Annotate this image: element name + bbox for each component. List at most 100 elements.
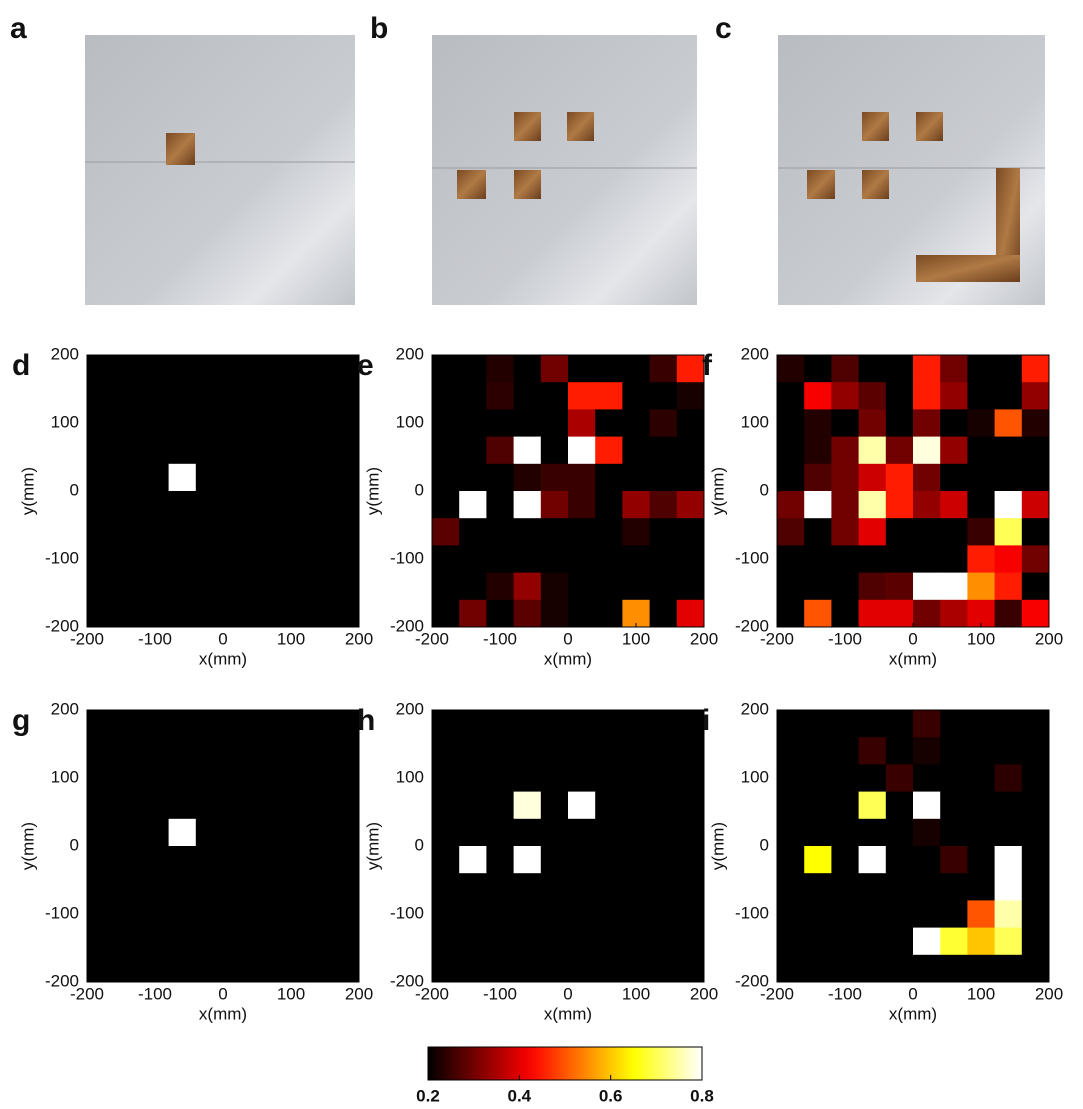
photo: b	[370, 12, 697, 305]
heatmap-cell	[777, 355, 805, 383]
heatmap-cell	[967, 791, 995, 820]
heatmap-cell	[87, 791, 115, 820]
x-axis-label: x(mm)	[889, 649, 937, 668]
heatmap-cell	[967, 463, 995, 492]
heatmap-cell	[277, 491, 305, 519]
heatmap-cell	[486, 710, 514, 738]
heatmap-cell	[304, 382, 333, 410]
heatmap-cell	[568, 572, 596, 601]
heatmap-cell	[304, 463, 333, 492]
heatmap-cell	[540, 900, 569, 928]
heatmap-cell	[540, 710, 569, 738]
heatmap-cell	[250, 927, 278, 956]
heatmap-cell	[804, 954, 832, 983]
panel-label: b	[370, 12, 388, 45]
heatmap-cell	[141, 710, 169, 738]
heatmap-cell	[967, 545, 995, 573]
y-tick-label: 0	[415, 480, 424, 499]
y-tick-label: -200	[45, 616, 79, 635]
x-axis-label: x(mm)	[544, 649, 592, 668]
heatmap-cell	[1021, 545, 1050, 573]
x-tick-label: 100	[622, 984, 650, 1003]
heatmap-cell	[994, 737, 1023, 765]
heatmap-cell	[114, 791, 142, 820]
heatmap-cell	[649, 599, 678, 628]
heatmap-cell	[304, 355, 333, 383]
x-tick-label: -100	[138, 629, 172, 648]
heatmap-cell	[331, 409, 360, 437]
x-tick-label: 200	[345, 629, 373, 648]
heatmap-cell	[568, 409, 596, 437]
heatmap-cell	[1021, 599, 1050, 628]
heatmap-cell	[994, 545, 1023, 573]
heatmap-cell	[913, 382, 941, 410]
panel-label: d	[12, 349, 30, 382]
heatmap-cell	[777, 927, 805, 956]
heatmap-cell	[459, 791, 487, 820]
heatmap-cell	[486, 927, 514, 956]
heatmap-cell	[858, 846, 887, 874]
y-tick-label: -100	[735, 903, 769, 922]
heatmap-cell	[568, 599, 596, 628]
photo: c	[715, 12, 1045, 305]
heatmap-cell	[277, 927, 305, 956]
x-tick-label: 100	[277, 984, 305, 1003]
heatmap-cell	[195, 599, 224, 628]
heatmap-cell	[831, 463, 859, 492]
heatmap-cell	[622, 436, 650, 465]
photo: a	[10, 12, 355, 305]
heatmap-cell	[168, 463, 197, 492]
heatmap-cell	[622, 382, 650, 410]
heatmap-cell	[967, 518, 995, 546]
heatmap-cell	[304, 818, 333, 847]
heatmap-cell	[676, 599, 705, 628]
y-tick-label: 100	[51, 767, 79, 786]
heatmap-cell	[486, 409, 514, 437]
heatmap-cell	[967, 900, 995, 928]
heatmap-cell	[595, 491, 623, 519]
heatmap-cell	[885, 710, 914, 738]
heatmap-cell	[940, 545, 968, 573]
heatmap-cell	[114, 927, 142, 956]
heatmap-cell	[277, 764, 305, 792]
heatmap-cell	[676, 518, 705, 546]
heatmap-cell	[858, 599, 887, 628]
heatmap-cell	[87, 599, 115, 628]
heatmap-cell	[304, 927, 333, 956]
y-tick-label: 100	[741, 412, 769, 431]
heatmap-cell	[277, 545, 305, 573]
heatmap-cell	[649, 791, 678, 820]
heatmap-cell	[622, 545, 650, 573]
heatmap-cell	[595, 927, 623, 956]
heatmap-cell	[223, 927, 251, 956]
heatmap-cell	[676, 791, 705, 820]
heatmap-cell	[649, 873, 678, 901]
heatmap-cell	[331, 599, 360, 628]
heatmap-cell	[432, 545, 460, 573]
heatmap-cell	[486, 572, 514, 601]
heatmap-cell	[831, 764, 859, 792]
heatmap-cell	[595, 873, 623, 901]
heatmap-cell	[223, 846, 251, 874]
heatmap-cell	[513, 572, 542, 601]
heatmap-cell	[913, 518, 941, 546]
heatmap-cell	[568, 927, 596, 956]
heatmap-cell	[994, 818, 1023, 847]
heatmap-cell	[940, 436, 968, 465]
heatmap-cell	[141, 436, 169, 465]
heatmap-cell	[568, 436, 596, 465]
heatmap-cell	[940, 846, 968, 874]
heatmap-cell	[831, 846, 859, 874]
heatmap-cell	[304, 599, 333, 628]
heatmap-cell	[331, 846, 360, 874]
heatmap-cell	[195, 873, 224, 901]
heatmap-cell	[994, 900, 1023, 928]
heatmap-cell	[568, 355, 596, 383]
heatmap-cell	[486, 846, 514, 874]
heatmap-cell	[432, 436, 460, 465]
heatmap-cell	[913, 545, 941, 573]
heatmap-cell	[967, 927, 995, 956]
heatmap-cell	[1021, 927, 1050, 956]
heatmap-cell	[777, 846, 805, 874]
heatmap-cell	[568, 382, 596, 410]
